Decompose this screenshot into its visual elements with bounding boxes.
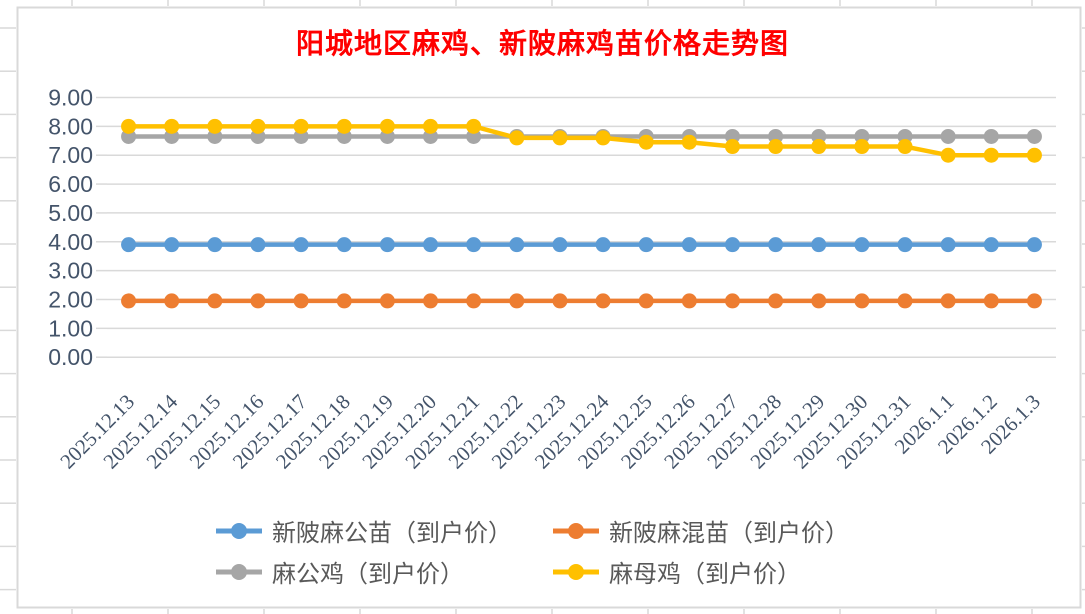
series-point [121,118,137,134]
series-point [940,128,956,144]
series-point [379,237,395,253]
series-point [552,130,568,146]
series-point [509,237,525,253]
legend-marker-icon [216,563,262,580]
series-point [207,293,223,309]
series-point [293,293,309,309]
legend-item: 麻公鸡（到户价） [215,551,552,592]
series-point [595,237,611,253]
series-point [509,130,525,146]
series-point [250,293,266,309]
series-point [768,237,784,253]
y-tick-label: 5.00 [48,200,93,226]
series-point [552,293,568,309]
series-point [940,147,956,163]
series-point [423,118,439,134]
legend-item: 新陂麻公苗（到户价） [215,510,552,551]
series-point [854,139,870,155]
series-point [121,293,137,309]
legend-marker-icon [553,522,599,539]
legend-label: 麻母鸡（到户价） [609,562,801,588]
series-point [983,293,999,309]
chart-title: 阳城地区麻鸡、新陂麻鸡苗价格走势图 [295,29,789,60]
y-tick-label: 4.00 [48,229,93,255]
legend-label: 新陂麻公苗（到户价） [272,521,512,547]
series-point [552,237,568,253]
legend-item: 麻母鸡（到户价） [552,551,889,592]
y-tick-label: 3.00 [48,258,93,284]
series-point [336,293,352,309]
series-point [854,293,870,309]
series-line-3 [128,124,1035,158]
data-series-group [121,118,1042,309]
series-point [768,139,784,155]
series-point [983,128,999,144]
series-point [940,293,956,309]
series-point [164,237,180,253]
series-point [207,237,223,253]
series-point [983,237,999,253]
y-tick-label: 1.00 [48,315,93,341]
y-tick-label: 6.00 [48,171,93,197]
y-axis-tick-labels: 0.00 1.00 2.003.00 4.00 5.00 6.00 7.00 8.00 9.00 [48,84,93,370]
series-point [379,118,395,134]
series-point [293,118,309,134]
series-point [1026,237,1042,253]
series-point [423,237,439,253]
series-point [466,293,482,309]
series-point [121,237,137,253]
series-point [854,237,870,253]
series-point [250,118,266,134]
series-point [811,293,827,309]
series-point [768,293,784,309]
series-point [897,237,913,253]
series-point [811,237,827,253]
series-point [811,139,827,155]
y-tick-label: 2.00 [48,286,93,312]
series-point [250,237,266,253]
y-tick-label: 0.00 [48,344,93,370]
series-point [293,237,309,253]
y-tick-label: 9.00 [48,84,93,110]
series-point [595,130,611,146]
series-point [983,147,999,163]
y-tick-label: 8.00 [48,113,93,139]
series-point [466,118,482,134]
legend-marker-icon [553,563,599,580]
series-point [164,118,180,134]
series-point [724,139,740,155]
y-tick-label: 7.00 [48,142,93,168]
legend-item: 新陂麻混苗（到户价） [552,510,889,551]
series-point [1026,128,1042,144]
legend-label: 麻公鸡（到户价） [272,562,464,588]
series-point [423,293,439,309]
series-point [897,293,913,309]
chart-legend: 新陂麻公苗（到户价） 新陂麻混苗（到户价） 麻公鸡（到户价） 麻母鸡（到户价） [215,510,889,592]
series-point [681,237,697,253]
series-point [724,237,740,253]
series-point [164,293,180,309]
series-point [1026,293,1042,309]
series-point [724,293,740,309]
series-point [638,293,654,309]
series-point [509,293,525,309]
series-point [897,139,913,155]
series-point [336,118,352,134]
series-point [1026,147,1042,163]
series-point [379,293,395,309]
legend-marker-icon [216,522,262,539]
series-point [638,237,654,253]
series-point [638,134,654,150]
series-point [681,134,697,150]
legend-label: 新陂麻混苗（到户价） [609,521,849,547]
series-point [207,118,223,134]
series-point [681,293,697,309]
series-point [336,237,352,253]
series-point [595,293,611,309]
series-point [940,237,956,253]
series-point [466,237,482,253]
